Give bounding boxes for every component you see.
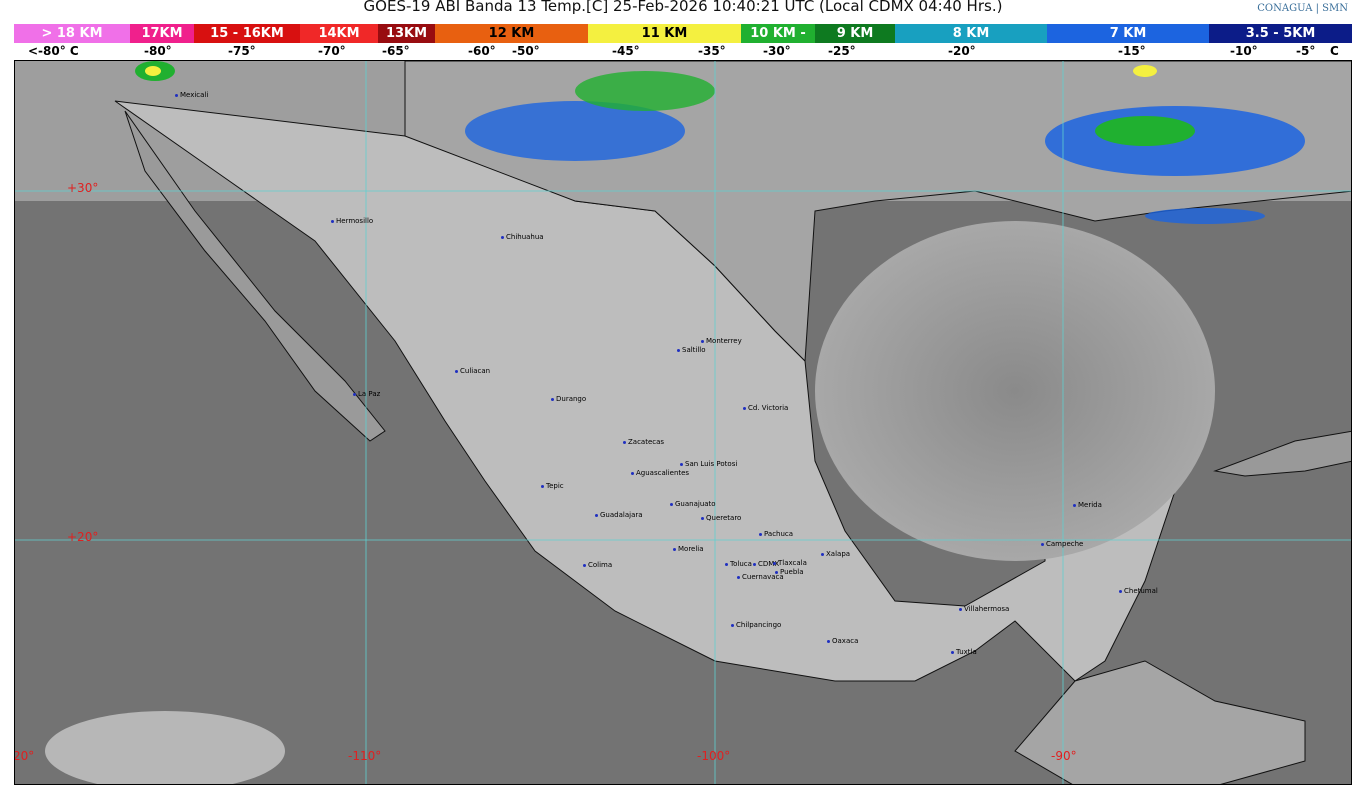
cloud-top-ne-core [1095,116,1195,146]
city-label: Guadalajara [595,511,643,519]
city-label: Puebla [775,568,804,576]
legend-segment: 3.5 - 5KM [1209,24,1352,43]
legend-tick: -50° [512,44,540,58]
cloud-top-north [465,101,685,161]
legend-segment: 10 KM - [741,24,815,43]
legend-tick: -60° [468,44,496,58]
city-label: Tepic [541,482,564,490]
city-label: Durango [551,395,586,403]
legend-tick: -30° [763,44,791,58]
agency-logos: CONAGUA | SMN [1257,3,1348,14]
city-label: Oaxaca [827,637,858,645]
legend-segment: > 18 KM [14,24,130,43]
city-label: Tlaxcala [773,559,807,567]
legend-tick: -5° [1296,44,1316,58]
city-label: Culiacan [455,367,490,375]
city-label: Saltillo [677,346,706,354]
city-label: Zacatecas [623,438,664,446]
legend-tick: -10° [1230,44,1258,58]
legend-segment: 7 KM [1047,24,1209,43]
color-legend: > 18 KM 17KM 15 - 16KM 14KM 13KM 12 KM 11 KM 10… [14,24,1352,43]
city-label: Cuernavaca [737,573,784,581]
city-label: Mexicali [175,91,208,99]
lon-label-120: -120° [14,749,35,763]
image-title: GOES-19 ABI Banda 13 Temp.[C] 25-Feb-202… [363,0,1003,15]
legend-tick: -70° [318,44,346,58]
city-label: Villahermosa [959,605,1009,613]
legend-tick: -15° [1118,44,1146,58]
legend-tick: -45° [612,44,640,58]
city-label: Toluca [725,560,752,568]
cloud-pacific [45,711,285,784]
legend-segment: 17KM [130,24,194,43]
legend-segment: 9 KM [815,24,895,43]
conagua-logo: CONAGUA [1257,3,1313,14]
smn-logo: SMN [1322,3,1348,14]
legend-segment: 15 - 16KM [194,24,300,43]
legend-segment: 8 KM [895,24,1047,43]
city-label: Chihuahua [501,233,544,241]
city-label: Campeche [1041,540,1083,548]
city-label: Morelia [673,545,704,553]
city-label: Chetumal [1119,587,1158,595]
city-label: Colima [583,561,612,569]
city-label: San Luis Potosi [680,460,737,468]
lon-label-100: -100° [697,749,731,763]
city-label: Guanajuato [670,500,716,508]
city-label: CDMX [753,560,779,568]
legend-segment: 13KM [378,24,435,43]
satellite-map: +30° +20° -120° -110° -100° -90° Mexical… [14,60,1352,785]
city-label: Hermosillo [331,217,373,225]
city-label: Pachuca [759,530,793,538]
legend-tick: -35° [698,44,726,58]
legend-tick: -80° [144,44,172,58]
lon-label-90: -90° [1051,749,1077,763]
gulf-cloud-field [815,221,1215,561]
city-label: Aguascalientes [631,469,689,477]
legend-tick: -65° [382,44,410,58]
city-label: Tuxtla [951,648,977,656]
city-label: Queretaro [701,514,741,522]
graticule [15,61,1351,784]
central-america [1014,660,1306,784]
legend-tick: <-80° C [28,44,79,58]
temperature-ticks: <-80° C -80° -75° -70° -65° -60° -50° -45° -35° -… [0,44,1352,60]
city-label: Cd. Victoria [743,404,788,412]
lat-label-30: +30° [67,181,99,195]
map-graphics [15,61,1351,784]
legend-segment: 11 KM [588,24,741,43]
city-label: Chilpancingo [731,621,781,629]
legend-segment: 12 KM [435,24,588,43]
legend-segment: 14KM [300,24,378,43]
lat-label-20: +20° [67,530,99,544]
city-label: Merida [1073,501,1102,509]
city-label: Monterrey [701,337,742,345]
legend-tick: -75° [228,44,256,58]
cuba [1213,430,1351,477]
city-label: Xalapa [821,550,850,558]
city-label: La Paz [353,390,380,398]
legend-tick: C [1330,44,1339,58]
legend-tick: -20° [948,44,976,58]
legend-tick: -25° [828,44,856,58]
lon-label-110: -110° [348,749,382,763]
baja-peninsula [124,110,386,442]
